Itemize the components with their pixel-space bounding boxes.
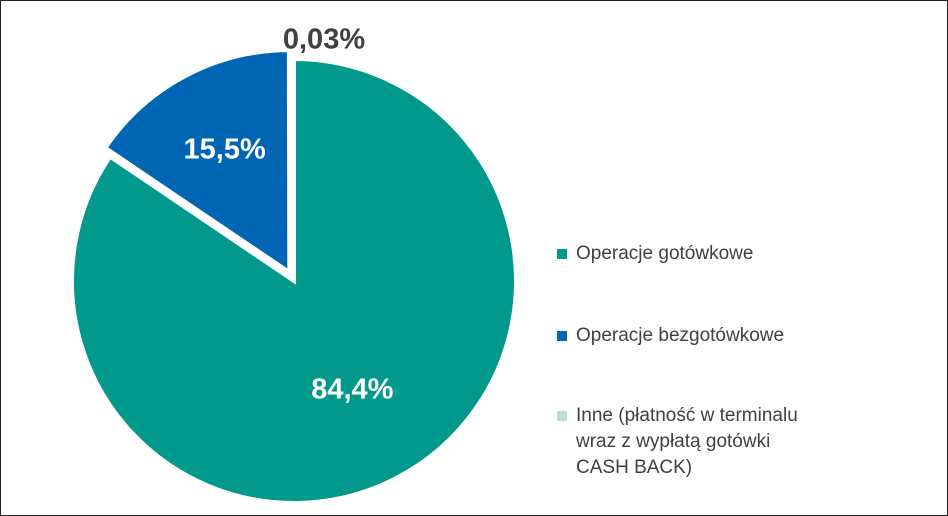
slice-cashless (102, 48, 292, 276)
legend-label-cash: Operacje gotówkowe (576, 243, 754, 264)
slice-label-other: 0,03% (283, 24, 365, 56)
legend-swatch-other (557, 411, 567, 421)
legend-label-cashless: Operacje bezgotówkowe (576, 325, 785, 346)
legend-swatch-cash (557, 249, 567, 259)
legend-item-other: Inne (płatność w terminalu wraz z wypłat… (557, 403, 798, 481)
legend-label-other: Inne (płatność w terminalu wraz z wypłat… (576, 405, 798, 478)
legend-swatch-cashless (557, 331, 567, 341)
slice-label-cashless: 15,5% (184, 133, 266, 165)
legend-item-cash: Operacje gotówkowe (557, 241, 753, 267)
slice-label-cash: 84,4% (311, 373, 393, 405)
legend-item-cashless: Operacje bezgotówkowe (557, 323, 784, 349)
slice-cash (70, 56, 518, 505)
